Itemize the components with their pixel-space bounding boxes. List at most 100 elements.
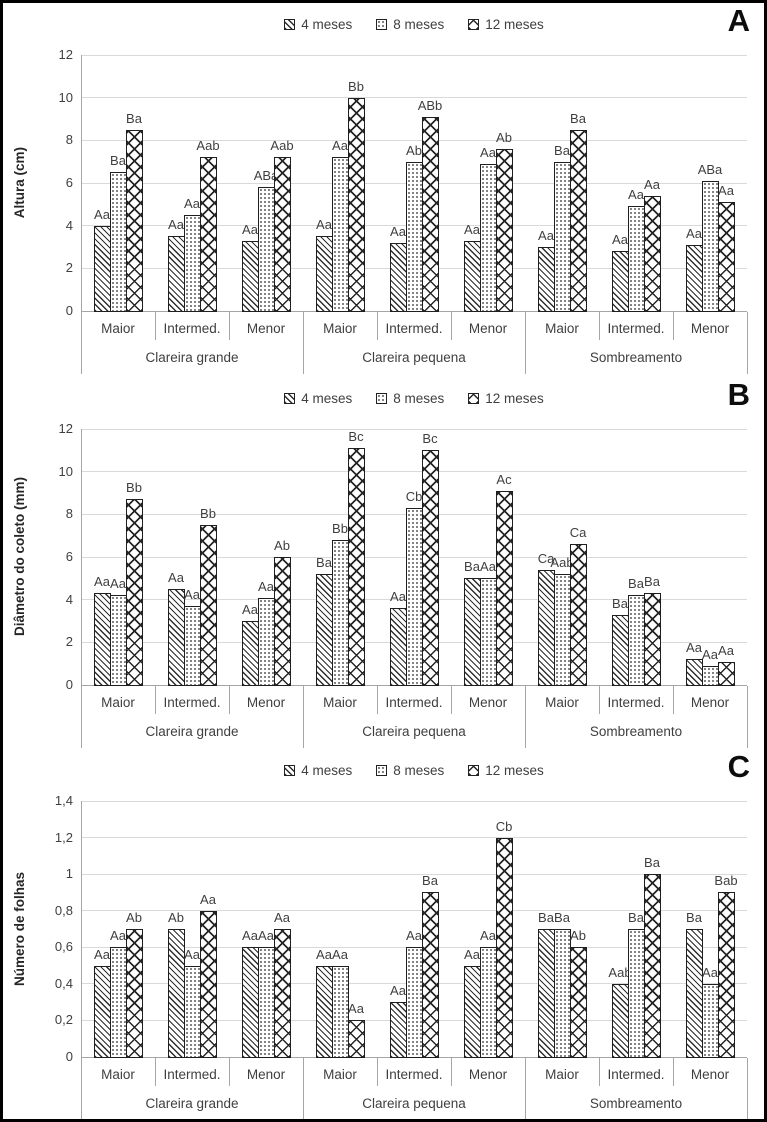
group-tick-separator bbox=[747, 686, 748, 748]
legend-item-8-meses: 8 meses bbox=[376, 17, 444, 32]
significance-label: Ba bbox=[464, 559, 480, 574]
significance-label: Aa bbox=[332, 138, 348, 153]
bar-4-meses-intermed bbox=[168, 929, 185, 1058]
bar-8-meses-maior bbox=[554, 574, 571, 686]
bar-4-meses-maior bbox=[316, 236, 333, 312]
gridline bbox=[81, 139, 747, 141]
category-tick-separator bbox=[377, 686, 378, 714]
bar-8-meses-menor bbox=[480, 578, 497, 686]
legend-label: 12 meses bbox=[485, 390, 544, 406]
significance-label: Ab bbox=[570, 928, 586, 943]
category-tick-separator bbox=[451, 312, 452, 340]
y-axis-title: Altura (cm) bbox=[9, 55, 29, 311]
category-label: Maior bbox=[323, 321, 357, 336]
legend-label: 4 meses bbox=[301, 762, 353, 778]
group-tick-separator bbox=[303, 312, 304, 374]
bar-4-meses-menor bbox=[464, 578, 481, 686]
significance-label: ABb bbox=[417, 98, 443, 113]
category-label: Menor bbox=[690, 695, 730, 710]
group-label: Clareira pequena bbox=[362, 724, 466, 739]
bar-8-meses-maior bbox=[554, 162, 571, 312]
category-label: Intermed. bbox=[385, 695, 443, 710]
y-axis-tick-label: 0,4 bbox=[54, 975, 73, 991]
category-label: Intermed. bbox=[163, 321, 221, 336]
category-tick-separator bbox=[599, 686, 600, 714]
y-axis-tick-label: 4 bbox=[65, 217, 73, 233]
bar-12-meses-intermed bbox=[200, 157, 217, 312]
category-label: Menor bbox=[246, 1067, 286, 1082]
significance-label: Aa bbox=[348, 1001, 364, 1016]
y-axis-tick-label: 1,2 bbox=[54, 829, 73, 845]
category-tick-separator bbox=[155, 1058, 156, 1086]
gridline bbox=[81, 471, 747, 473]
dots-swatch-icon bbox=[376, 764, 388, 776]
category-tick-separator bbox=[451, 1058, 452, 1086]
bar-12-meses-intermed bbox=[422, 892, 439, 1058]
category-tick-separator bbox=[599, 312, 600, 340]
bar-8-meses-menor bbox=[258, 947, 275, 1058]
legend: 4 meses 8 meses 12 meses bbox=[81, 759, 747, 781]
significance-label: Aa bbox=[258, 928, 274, 943]
crosshatch-swatch-icon bbox=[468, 392, 480, 404]
gridline bbox=[81, 910, 747, 912]
bar-8-meses-intermed bbox=[184, 215, 201, 312]
y-axis-tick-label: 0,2 bbox=[54, 1012, 73, 1028]
panel-a: 4 meses 8 meses 12 meses A Altura (cm) 0… bbox=[3, 3, 764, 377]
significance-label: Ba bbox=[110, 153, 126, 168]
significance-label: Aa bbox=[242, 222, 258, 237]
panel-letter: A bbox=[727, 3, 750, 38]
bar-4-meses-maior bbox=[316, 966, 333, 1058]
group-tick-separator bbox=[525, 1058, 526, 1119]
significance-label: Aa bbox=[464, 222, 480, 237]
diagonal-hatch-swatch-icon bbox=[284, 18, 296, 30]
significance-label: Aa bbox=[94, 947, 110, 962]
bar-8-meses-intermed bbox=[406, 162, 423, 312]
category-label: Menor bbox=[468, 321, 508, 336]
legend: 4 meses 8 meses 12 meses bbox=[81, 387, 747, 409]
significance-label: Ab bbox=[406, 143, 422, 158]
bar-8-meses-maior bbox=[110, 595, 127, 686]
bar-12-meses-intermed bbox=[422, 117, 439, 312]
y-axis-line bbox=[81, 801, 82, 1057]
category-tick-separator bbox=[673, 312, 674, 340]
bar-12-meses-menor bbox=[718, 202, 735, 312]
bar-12-meses-intermed bbox=[644, 196, 661, 312]
bar-4-meses-menor bbox=[242, 947, 259, 1058]
bar-8-meses-menor bbox=[480, 164, 497, 312]
bar-8-meses-menor bbox=[258, 598, 275, 686]
significance-label: Aa bbox=[686, 226, 702, 241]
legend-item-12-meses: 12 meses bbox=[468, 17, 544, 32]
significance-label: Aa bbox=[316, 217, 332, 232]
bar-8-meses-menor bbox=[480, 947, 497, 1058]
y-axis-title-text: Diâmetro do coleto (mm) bbox=[11, 477, 27, 637]
category-label: Menor bbox=[246, 321, 286, 336]
significance-label: Ba bbox=[628, 910, 644, 925]
significance-label: Aa bbox=[702, 965, 718, 980]
y-axis-tick-label: 8 bbox=[65, 506, 73, 522]
group-label: Clareira grande bbox=[145, 724, 239, 739]
bar-8-meses-maior bbox=[332, 540, 349, 686]
significance-label: Aa bbox=[480, 145, 496, 160]
significance-label: Bc bbox=[422, 431, 438, 446]
bar-12-meses-intermed bbox=[200, 525, 217, 686]
category-label: Maior bbox=[545, 1067, 579, 1082]
significance-label: Bab bbox=[714, 873, 738, 888]
bar-4-meses-intermed bbox=[612, 251, 629, 312]
bar-12-meses-menor bbox=[496, 491, 513, 686]
bar-4-meses-intermed bbox=[390, 243, 407, 312]
legend-item-12-meses: 12 meses bbox=[468, 391, 544, 406]
bar-8-meses-maior bbox=[554, 929, 571, 1058]
bar-12-meses-menor bbox=[496, 149, 513, 312]
bar-4-meses-menor bbox=[686, 929, 703, 1058]
bar-8-meses-menor bbox=[258, 187, 275, 312]
group-label: Sombreamento bbox=[589, 1096, 683, 1111]
significance-label: Ac bbox=[496, 472, 512, 487]
significance-label: Aab bbox=[196, 138, 220, 153]
category-label: Intermed. bbox=[607, 1067, 665, 1082]
y-axis-title-text: Número de folhas bbox=[11, 871, 27, 987]
y-axis-tick-label: 1,4 bbox=[54, 793, 73, 808]
significance-label: Aa bbox=[168, 570, 184, 585]
gridline bbox=[81, 800, 747, 802]
bar-4-meses-intermed bbox=[390, 1002, 407, 1058]
y-axis-title-text: Altura (cm) bbox=[11, 147, 27, 219]
